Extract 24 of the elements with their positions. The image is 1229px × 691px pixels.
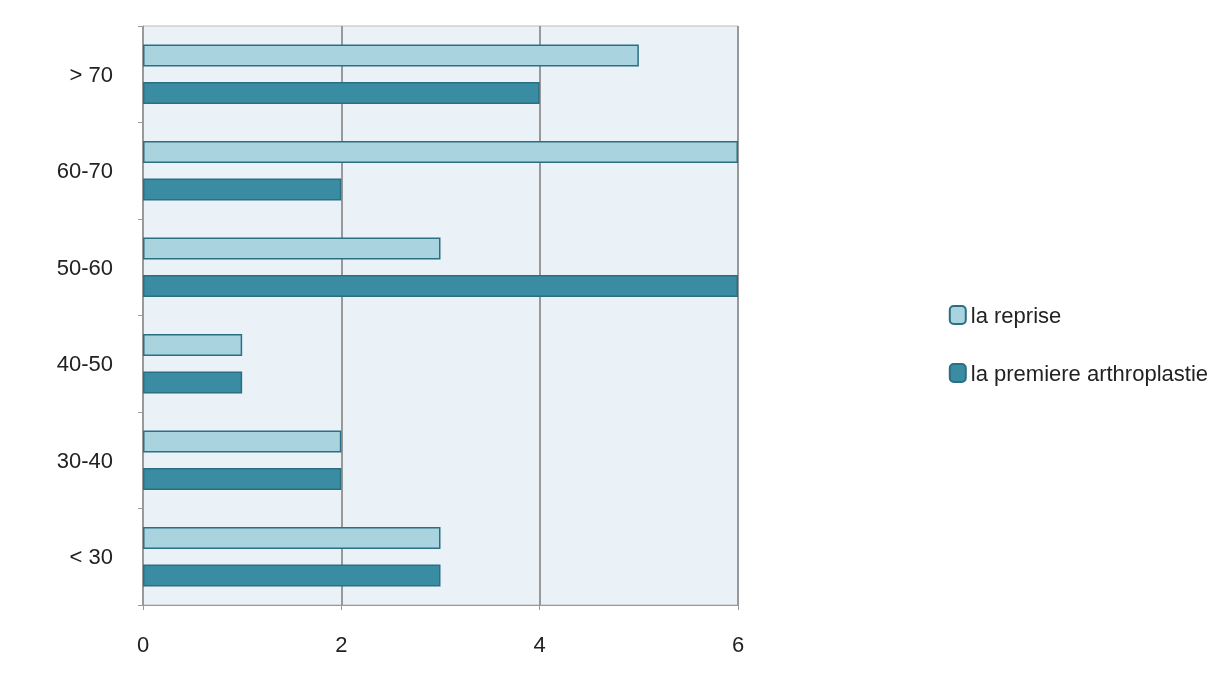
legend-label: la premiere arthroplastie (970, 360, 1209, 386)
x-tick-label: 4 (533, 631, 546, 657)
bar (143, 81, 540, 104)
y-tick-label: 50-60 (56, 254, 113, 280)
bar (143, 44, 639, 67)
legend-label: la reprise (970, 302, 1062, 328)
x-tick-label: 2 (335, 631, 348, 657)
y-tick-label: 30-40 (56, 447, 113, 473)
bar (143, 334, 243, 357)
y-tick-label: < 30 (69, 544, 113, 570)
x-tick-label: 6 (731, 631, 745, 657)
bar (143, 430, 342, 453)
x-tick-label: 0 (136, 631, 150, 657)
bar (143, 274, 738, 297)
bar (143, 564, 441, 587)
bar (143, 527, 441, 550)
bar (143, 237, 441, 260)
bar (143, 178, 342, 201)
y-tick-label: 60-70 (56, 158, 113, 184)
bar (143, 371, 243, 394)
bar (143, 141, 738, 164)
bar (143, 467, 342, 490)
y-tick-label: > 70 (69, 61, 113, 87)
y-tick-label: 40-50 (56, 351, 113, 377)
